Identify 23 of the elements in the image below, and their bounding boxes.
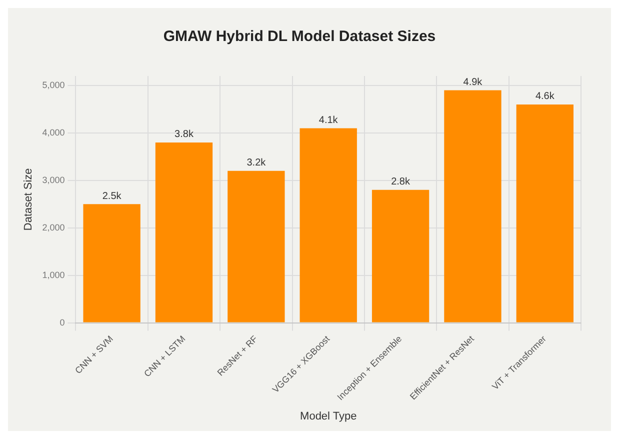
y-tick-label: 4,000: [42, 127, 65, 138]
data-label: 4.1k: [318, 114, 339, 126]
y-tick-label: 0: [60, 317, 65, 328]
bar: [372, 190, 430, 322]
data-label: 4.6k: [535, 91, 556, 102]
data-label: 4.9k: [463, 76, 484, 88]
y-tick-label: 2,000: [42, 222, 65, 232]
chart-title: GMAW Hybrid DL Model Dataset Sizes: [163, 28, 436, 46]
data-label: 2.5k: [102, 190, 122, 202]
y-axis-title: Dataset Size: [22, 168, 35, 231]
y-tick-label: 5,000: [42, 80, 65, 90]
data-label: 3.2k: [246, 158, 267, 169]
data-label: 3.8k: [174, 129, 194, 140]
bar: [228, 170, 285, 322]
bar: [516, 104, 574, 322]
bar: [444, 90, 502, 322]
y-tick-label: 1,000: [42, 270, 65, 280]
data-label: 2.8k: [391, 176, 411, 188]
bar: [155, 142, 213, 322]
y-tick-label: 3,000: [42, 174, 65, 185]
bar: [83, 204, 140, 322]
bar: [300, 128, 357, 322]
x-axis-title: Model Type: [300, 410, 357, 422]
